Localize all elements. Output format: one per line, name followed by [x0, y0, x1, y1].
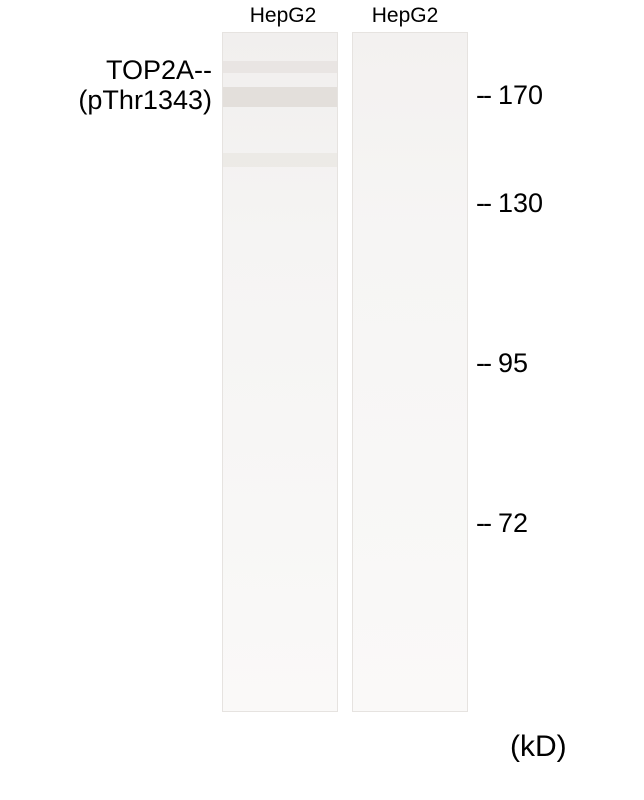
lane-header-1: HepG2 [223, 4, 343, 28]
marker-value: 170 [498, 80, 543, 111]
marker-value: 72 [498, 508, 528, 539]
lane-2 [352, 32, 468, 712]
marker-value: 130 [498, 188, 543, 219]
antibody-label: TOP2A-- (pThr1343) [12, 56, 212, 115]
antibody-label-line2: (pThr1343) [12, 86, 212, 116]
lane-1-band-2 [223, 87, 337, 107]
lane-header-2: HepG2 [345, 4, 465, 28]
marker-72: -- 72 [476, 508, 528, 539]
blot-figure: TOP2A-- (pThr1343) HepG2HepG2 -- 170 -- 130… [0, 0, 644, 800]
marker-dash: -- [476, 80, 490, 111]
antibody-label-line1: TOP2A-- [12, 56, 212, 86]
marker-130: -- 130 [476, 188, 543, 219]
marker-dash: -- [476, 508, 490, 539]
marker-170: -- 170 [476, 80, 543, 111]
unit-label: (kD) [510, 730, 567, 764]
lane-1-band-1 [223, 61, 337, 73]
marker-value: 95 [498, 348, 528, 379]
lane-1 [222, 32, 338, 712]
lane-1-band-3 [223, 153, 337, 167]
marker-dash: -- [476, 188, 490, 219]
marker-95: -- 95 [476, 348, 528, 379]
unit-text: (kD) [510, 730, 567, 763]
marker-dash: -- [476, 348, 490, 379]
